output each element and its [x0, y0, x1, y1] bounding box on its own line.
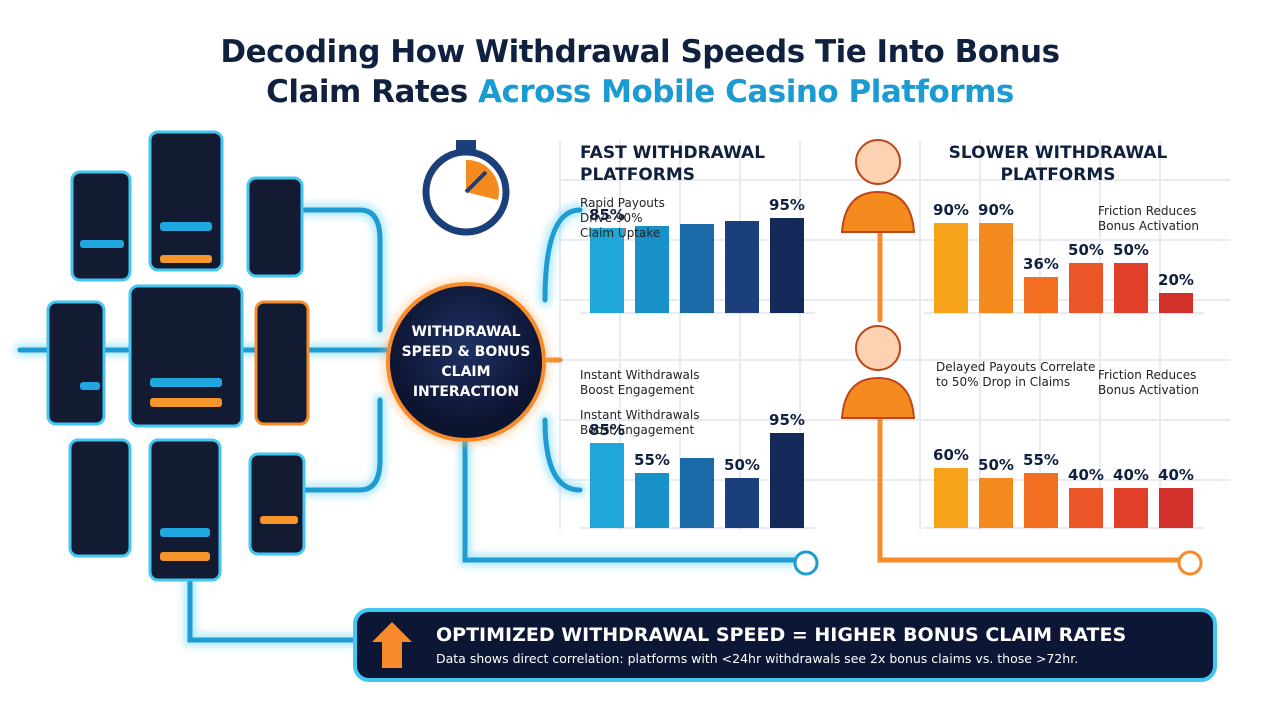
value-label: 50%	[1068, 241, 1104, 259]
note: Delayed Payouts Correlate to 50% Drop in…	[936, 360, 1096, 389]
bar	[680, 224, 714, 313]
title-highlight: Across Mobile Casino Platforms	[478, 74, 1014, 110]
value-label: 40%	[1158, 466, 1194, 484]
value-label: 36%	[1023, 255, 1059, 273]
value-label: 50%	[978, 456, 1014, 474]
bar	[934, 223, 968, 313]
value-label: 95%	[769, 411, 805, 429]
phones	[46, 130, 310, 582]
value-label: 95%	[769, 196, 805, 214]
banner-headline: OPTIMIZED WITHDRAWAL SPEED = HIGHER BONU…	[436, 624, 1127, 646]
value-label: 20%	[1158, 271, 1194, 289]
bar	[770, 218, 804, 313]
panel-heading: SLOWER WITHDRAWAL PLATFORMS	[948, 143, 1168, 185]
bar	[1159, 293, 1193, 313]
note: Instant Withdrawals Boost Engagement	[580, 408, 700, 437]
title: Decoding How Withdrawal Speeds Tie Into …	[0, 32, 1280, 112]
value-label: 85%	[589, 206, 625, 224]
bar	[635, 226, 669, 313]
title-line: Decoding How Withdrawal Speeds Tie Into …	[220, 34, 1060, 70]
bar	[934, 468, 968, 528]
note: Instant Withdrawals Boost Engagement	[580, 368, 700, 397]
bar	[1159, 488, 1193, 528]
value-label: 50%	[1113, 241, 1149, 259]
value-label: 90%	[933, 201, 969, 219]
note: Friction Reduces Bonus Activation	[1098, 204, 1199, 233]
title-line: Claim Rates	[266, 74, 468, 110]
bar	[1024, 277, 1058, 313]
bar	[770, 433, 804, 528]
value-label: 40%	[1068, 466, 1104, 484]
bar	[725, 221, 759, 313]
bar	[1024, 473, 1058, 528]
bar	[1114, 488, 1148, 528]
note: Rapid Payouts Drive 90% Claim Uptake	[580, 196, 665, 240]
value-label: 85%	[589, 421, 625, 439]
panel-heading: FAST WITHDRAWAL PLATFORMS	[580, 143, 766, 185]
bar	[680, 458, 714, 528]
stopwatch	[422, 140, 510, 236]
bar	[1069, 488, 1103, 528]
bar	[1069, 263, 1103, 313]
banner-detail: Data shows direct correlation: platforms…	[436, 651, 1079, 666]
grid	[559, 140, 1230, 530]
bar	[590, 228, 624, 313]
hub	[386, 282, 546, 442]
bar	[1114, 263, 1148, 313]
bar	[590, 443, 624, 528]
value-label: 90%	[978, 201, 1014, 219]
bar	[979, 223, 1013, 313]
bar	[979, 478, 1013, 528]
bar	[725, 478, 759, 528]
value-label: 40%	[1113, 466, 1149, 484]
hub-label: WITHDRAWAL SPEED & BONUS CLAIM INTERACTI…	[401, 324, 531, 400]
note: Friction Reduces Bonus Activation	[1098, 368, 1199, 397]
bar	[635, 473, 669, 528]
banner	[353, 608, 1217, 682]
value-label: 50%	[724, 456, 760, 474]
faces	[840, 139, 916, 419]
value-label: 55%	[634, 451, 670, 469]
value-label: 55%	[1023, 451, 1059, 469]
value-label: 60%	[933, 446, 969, 464]
